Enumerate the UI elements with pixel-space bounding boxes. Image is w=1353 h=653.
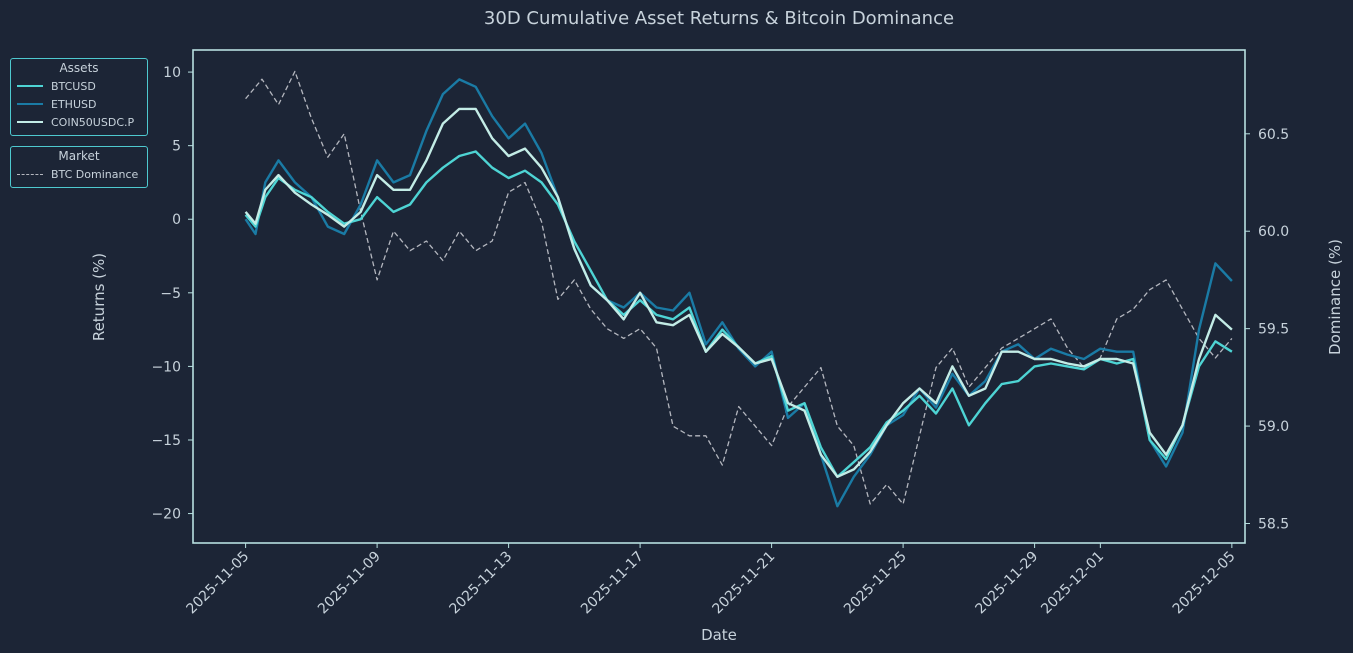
left-y-axis: 10 5 0 −5 −10 −15 −20 xyxy=(151,65,193,523)
left-y-tick-label: 0 xyxy=(172,212,181,228)
legend-entry-ethusd: ETHUSD xyxy=(17,95,141,113)
x-axis-label: Date xyxy=(701,626,737,644)
legend-label-btc-dominance: BTC Dominance xyxy=(51,167,139,181)
legend-label-ethusd: ETHUSD xyxy=(51,97,97,111)
x-tick-label: 2025-11-17 xyxy=(578,549,647,618)
left-y-tick-label: −15 xyxy=(151,433,181,449)
x-tick-label: 2025-11-13 xyxy=(447,549,516,618)
right-y-axis-label: Dominance (%) xyxy=(1326,239,1344,355)
x-tick-label: 2025-11-09 xyxy=(315,549,384,618)
left-y-axis-label: Returns (%) xyxy=(90,253,108,341)
legend-swatch-coin50 xyxy=(17,121,43,123)
x-axis: 2025-11-05 2025-11-09 2025-11-13 2025-11-17… xyxy=(184,543,1239,617)
chart-title: 30D Cumulative Asset Returns & Bitcoin D… xyxy=(484,8,954,29)
left-y-tick-label: −5 xyxy=(160,286,181,302)
legend-swatch-ethusd xyxy=(17,103,43,105)
legend-entry-btc-dominance: BTC Dominance xyxy=(17,165,141,183)
right-y-tick-label: 60.0 xyxy=(1258,224,1289,240)
right-y-tick-label: 58.5 xyxy=(1258,517,1289,533)
legend-label-btcusd: BTCUSD xyxy=(51,79,96,93)
left-y-tick-label: −20 xyxy=(151,507,181,523)
legend-label-coin50: COIN50USDC.P xyxy=(51,115,135,129)
right-y-tick-label: 59.5 xyxy=(1258,322,1289,338)
legend-assets-title: Assets xyxy=(59,61,99,75)
legend-market: Market BTC Dominance xyxy=(10,146,148,188)
x-tick-label: 2025-11-29 xyxy=(973,549,1042,618)
x-tick-label: 2025-12-05 xyxy=(1170,549,1239,618)
series-line-btcusd xyxy=(244,150,1233,478)
x-tick-label: 2025-12-01 xyxy=(1038,549,1107,618)
legend-swatch-btcusd xyxy=(17,85,43,87)
series-line-btc-dominance xyxy=(245,70,1233,505)
left-y-tick-label: 5 xyxy=(172,139,181,155)
legend-market-title: Market xyxy=(58,149,100,163)
plot-area-frame xyxy=(192,49,1246,544)
left-y-tick-label: 10 xyxy=(163,65,181,81)
right-y-axis: 60.5 60.0 59.5 59.0 58.5 xyxy=(1245,127,1289,533)
x-tick-label: 2025-11-21 xyxy=(710,549,779,618)
legend-assets: Assets BTCUSD ETHUSD COIN50USDC.P xyxy=(10,58,148,136)
left-y-tick-label: −10 xyxy=(151,359,181,375)
legend-entry-btcusd: BTCUSD xyxy=(17,77,141,95)
legend-swatch-btc-dominance xyxy=(17,173,43,175)
right-y-tick-label: 59.0 xyxy=(1258,419,1289,435)
right-y-tick-label: 60.5 xyxy=(1258,127,1289,143)
x-tick-label: 2025-11-25 xyxy=(841,549,910,618)
series-line-ethusd xyxy=(244,78,1233,508)
legend-entry-coin50: COIN50USDC.P xyxy=(17,113,141,131)
series-line-coin50usdc-p xyxy=(244,107,1233,478)
x-tick-label: 2025-11-05 xyxy=(184,549,253,618)
